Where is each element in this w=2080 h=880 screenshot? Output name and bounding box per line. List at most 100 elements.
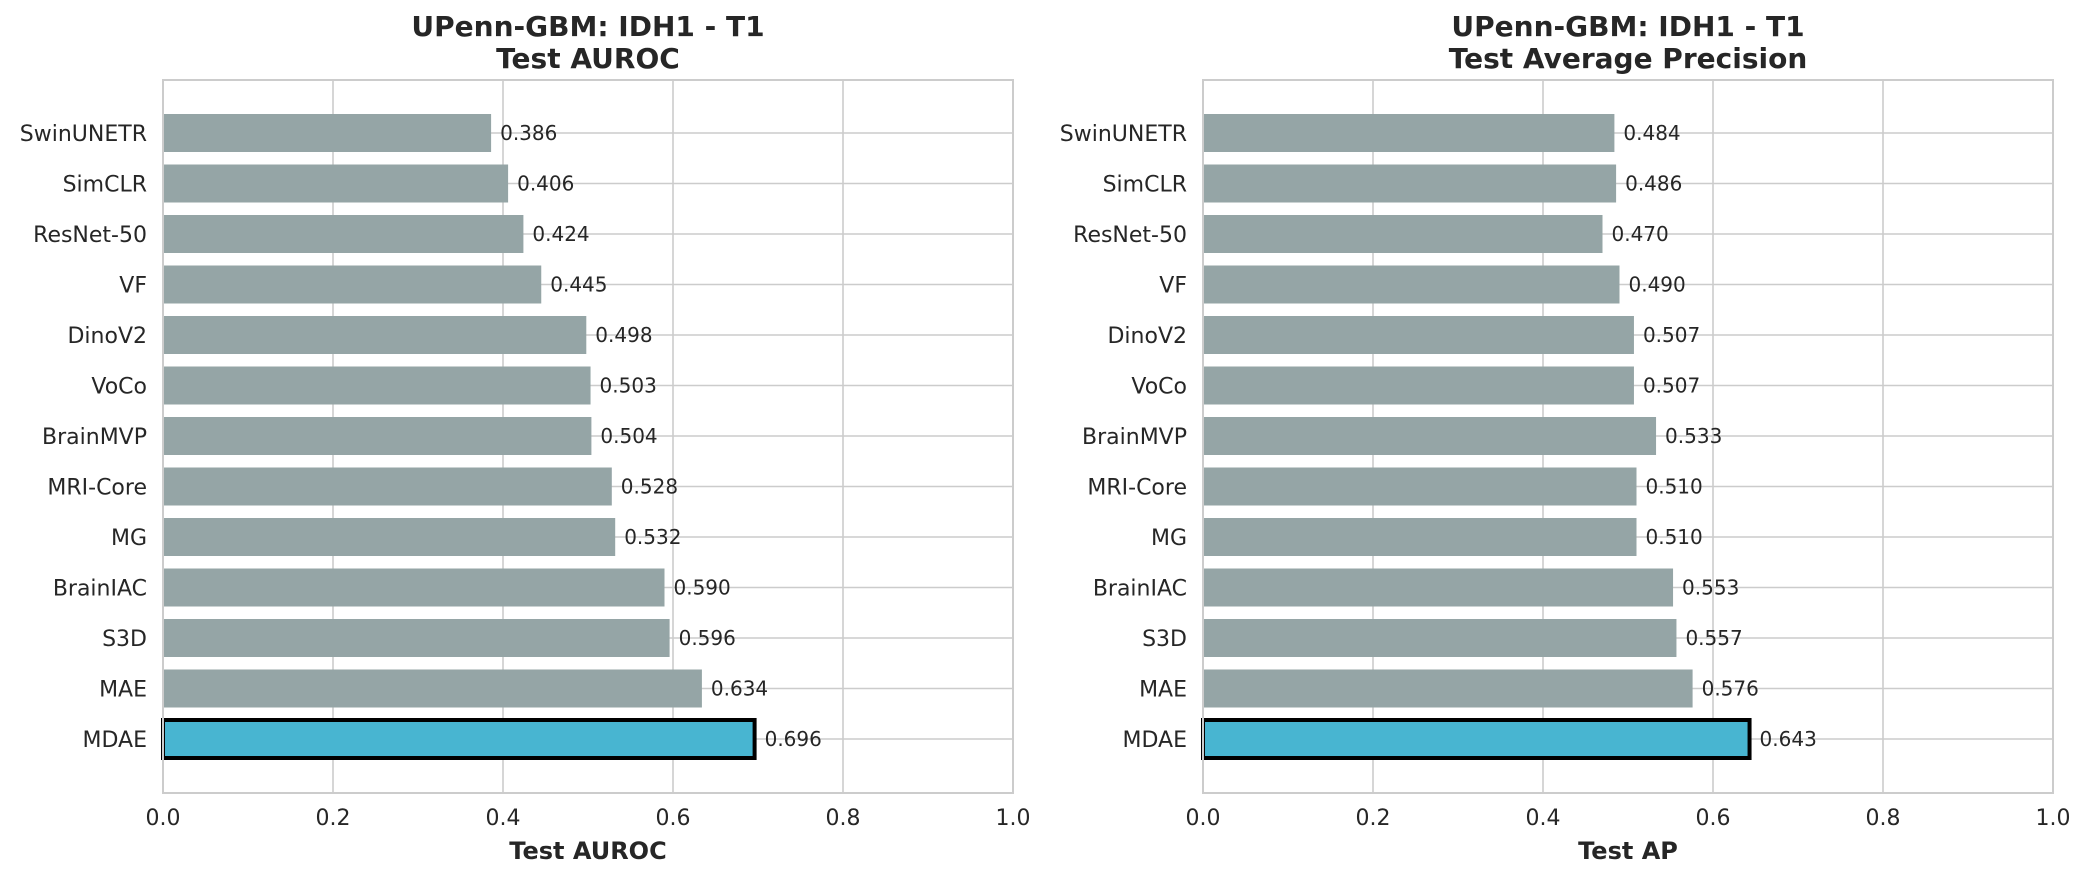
value-label: 0.576 bbox=[1702, 677, 1759, 701]
category-label: BrainMVP bbox=[1082, 425, 1187, 450]
category-label: SwinUNETR bbox=[1060, 122, 1187, 147]
value-label: 0.503 bbox=[600, 374, 657, 398]
category-label: VoCo bbox=[1131, 375, 1187, 400]
category-label: MG bbox=[111, 526, 147, 551]
value-label: 0.590 bbox=[674, 576, 731, 600]
bar bbox=[1203, 215, 1603, 253]
x-tick-label: 0.4 bbox=[486, 806, 521, 831]
category-label: MAE bbox=[99, 678, 147, 703]
bar bbox=[1203, 467, 1637, 506]
bar bbox=[163, 619, 670, 657]
category-label: S3D bbox=[1142, 627, 1187, 652]
chart-title: UPenn-GBM: IDH1 - T1 bbox=[1451, 10, 1804, 43]
chart-subtitle: Test Average Precision bbox=[1449, 42, 1808, 75]
category-label: MRI-Core bbox=[47, 476, 147, 501]
value-label: 0.510 bbox=[1646, 475, 1703, 499]
value-label: 0.532 bbox=[624, 525, 681, 549]
value-label: 0.424 bbox=[532, 222, 589, 246]
bar-highlight bbox=[1201, 718, 1752, 760]
bar bbox=[1203, 518, 1637, 556]
category-label: MRI-Core bbox=[1087, 476, 1187, 501]
bar bbox=[1203, 114, 1615, 152]
x-axis-label: Test AUROC bbox=[509, 837, 666, 865]
category-label: BrainMVP bbox=[42, 425, 147, 450]
category-label: DinoV2 bbox=[67, 324, 147, 349]
plot-frame bbox=[1202, 79, 2054, 794]
bar-highlight bbox=[161, 718, 757, 760]
value-label: 0.507 bbox=[1643, 374, 1700, 398]
value-label: 0.596 bbox=[679, 626, 736, 650]
value-label: 0.484 bbox=[1623, 121, 1680, 145]
bar bbox=[163, 518, 616, 556]
value-label: 0.634 bbox=[711, 677, 768, 701]
bar bbox=[163, 366, 591, 405]
value-label: 0.490 bbox=[1629, 273, 1686, 297]
value-label: 0.528 bbox=[621, 475, 678, 499]
panel-auroc: 0.0 0.2 0.4 0.6 0.8 1.0 SwinUNETR 0.386 SimCLR 0.… bbox=[20, 10, 1031, 865]
x-axis-label: Test AP bbox=[1578, 837, 1678, 865]
value-label: 0.445 bbox=[550, 273, 607, 297]
x-tick-label: 0.6 bbox=[1696, 806, 1731, 831]
value-label: 0.533 bbox=[1665, 424, 1722, 448]
category-label: VF bbox=[119, 274, 147, 299]
x-tick-label: 0.4 bbox=[1526, 806, 1561, 831]
value-label: 0.486 bbox=[1625, 172, 1682, 196]
x-tick-label: 0.8 bbox=[826, 806, 861, 831]
x-tick-label: 0.8 bbox=[1866, 806, 1901, 831]
category-label: SimCLR bbox=[1103, 173, 1187, 198]
bar bbox=[163, 114, 492, 152]
x-tick-label: 0.0 bbox=[1186, 806, 1221, 831]
x-tick-label: 1.0 bbox=[996, 806, 1031, 831]
bar bbox=[1203, 164, 1617, 203]
value-label: 0.507 bbox=[1643, 323, 1700, 347]
bar bbox=[163, 215, 524, 253]
bar bbox=[163, 265, 542, 304]
value-label: 0.557 bbox=[1685, 626, 1742, 650]
bar bbox=[163, 164, 509, 203]
bar bbox=[1203, 669, 1693, 708]
category-label: SimCLR bbox=[63, 173, 147, 198]
category-label: BrainIAC bbox=[1093, 577, 1187, 602]
bar bbox=[163, 316, 587, 354]
value-label: 0.504 bbox=[600, 424, 657, 448]
bar bbox=[1203, 366, 1634, 405]
value-label: 0.510 bbox=[1646, 525, 1703, 549]
bar bbox=[1203, 265, 1620, 304]
x-tick-label: 0.2 bbox=[316, 806, 351, 831]
bar bbox=[1203, 417, 1657, 455]
category-label: DinoV2 bbox=[1107, 324, 1187, 349]
category-label: MG bbox=[1151, 526, 1187, 551]
value-label: 0.386 bbox=[500, 121, 557, 145]
category-label: ResNet-50 bbox=[33, 223, 147, 248]
x-tick-label: 1.0 bbox=[2036, 806, 2071, 831]
category-label: VoCo bbox=[91, 375, 147, 400]
category-label: MDAE bbox=[83, 728, 148, 753]
value-label: 0.553 bbox=[1682, 576, 1739, 600]
category-label: SwinUNETR bbox=[20, 122, 147, 147]
bar bbox=[163, 467, 612, 506]
category-label: MDAE bbox=[1123, 728, 1188, 753]
plot-frame bbox=[162, 79, 1014, 794]
value-label: 0.498 bbox=[595, 323, 652, 347]
bar bbox=[163, 669, 702, 708]
x-tick-label: 0.0 bbox=[146, 806, 181, 831]
bar bbox=[1203, 316, 1634, 354]
chart-title: UPenn-GBM: IDH1 - T1 bbox=[411, 10, 764, 43]
category-label: S3D bbox=[102, 627, 147, 652]
value-label: 0.643 bbox=[1760, 727, 1817, 751]
category-label: BrainIAC bbox=[53, 577, 147, 602]
bar bbox=[1203, 568, 1674, 607]
chart-subtitle: Test AUROC bbox=[496, 42, 680, 75]
value-label: 0.406 bbox=[517, 172, 574, 196]
bar bbox=[1203, 619, 1677, 657]
x-tick-label: 0.2 bbox=[1356, 806, 1391, 831]
value-label: 0.470 bbox=[1612, 222, 1669, 246]
bar bbox=[163, 568, 665, 607]
x-tick-label: 0.6 bbox=[656, 806, 691, 831]
value-label: 0.696 bbox=[765, 727, 822, 751]
category-label: MAE bbox=[1139, 678, 1187, 703]
panel-average-precision: 0.0 0.2 0.4 0.6 0.8 1.0 SwinUNETR 0.484 SimCLR 0.… bbox=[1060, 10, 2071, 865]
category-label: ResNet-50 bbox=[1073, 223, 1187, 248]
